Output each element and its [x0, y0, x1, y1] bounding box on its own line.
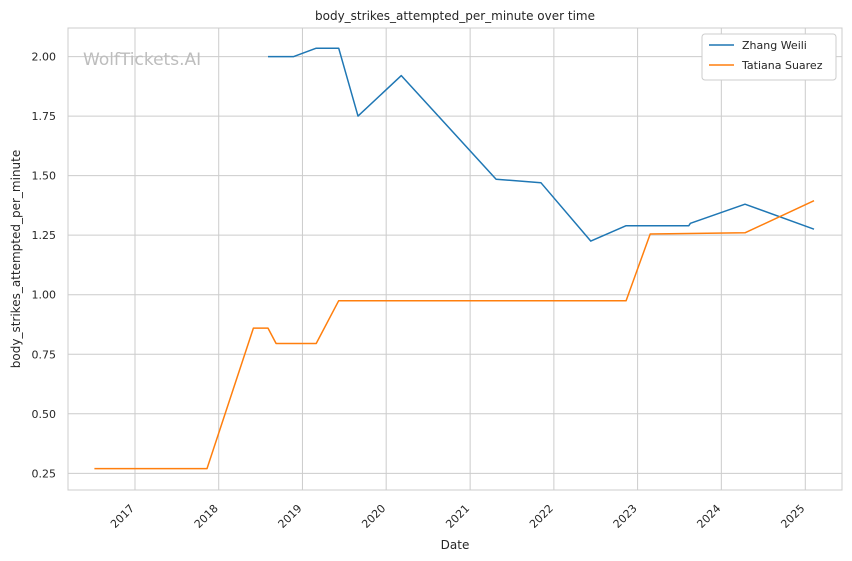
y-tick-label: 2.00: [32, 51, 57, 64]
legend-box: [701, 33, 837, 81]
series-line-tatiana-suarez: [94, 200, 815, 470]
x-tick-label: 2018: [192, 502, 221, 531]
series-lines: [94, 47, 815, 470]
x-tick-label: 2023: [611, 502, 640, 531]
legend: Zhang Weili Tatiana Suarez: [701, 33, 837, 81]
y-tick-label: 0.50: [32, 408, 57, 421]
y-tick-label: 0.25: [32, 467, 57, 480]
x-tick-label: 2020: [359, 502, 388, 531]
plot-area: [67, 27, 843, 491]
y-tick-label: 1.25: [32, 229, 57, 242]
legend-label-zhang-weili: Zhang Weili: [742, 39, 807, 52]
x-tick-label: 2024: [694, 502, 723, 531]
x-tick-label: 2025: [778, 502, 807, 531]
legend-label-tatiana-suarez: Tatiana Suarez: [741, 59, 823, 72]
x-tick-label: 2021: [443, 502, 472, 531]
y-tick-labels: 0.25 0.50 0.75 1.00 1.25 1.50 1.75 2.00: [32, 51, 57, 481]
chart-title: body_strikes_attempted_per_minute over t…: [315, 9, 595, 23]
x-tick-labels: 2017 2018 2019 2020 2021 2022 2023 2024 2025: [108, 502, 807, 531]
x-tick-label: 2017: [108, 502, 137, 531]
y-gridlines: [68, 56, 842, 474]
watermark: WolfTickets.AI: [83, 50, 201, 70]
y-tick-label: 1.50: [32, 170, 57, 183]
y-axis-label: body_strikes_attempted_per_minute: [9, 150, 23, 368]
x-axis-label: Date: [441, 538, 470, 552]
y-tick-label: 1.00: [32, 289, 57, 302]
x-tick-label: 2022: [527, 502, 556, 531]
x-gridlines: [134, 28, 806, 490]
y-tick-label: 0.75: [32, 348, 57, 361]
y-tick-label: 1.75: [32, 110, 57, 123]
x-tick-label: 2019: [276, 502, 305, 531]
series-line-zhang-weili: [268, 47, 815, 242]
